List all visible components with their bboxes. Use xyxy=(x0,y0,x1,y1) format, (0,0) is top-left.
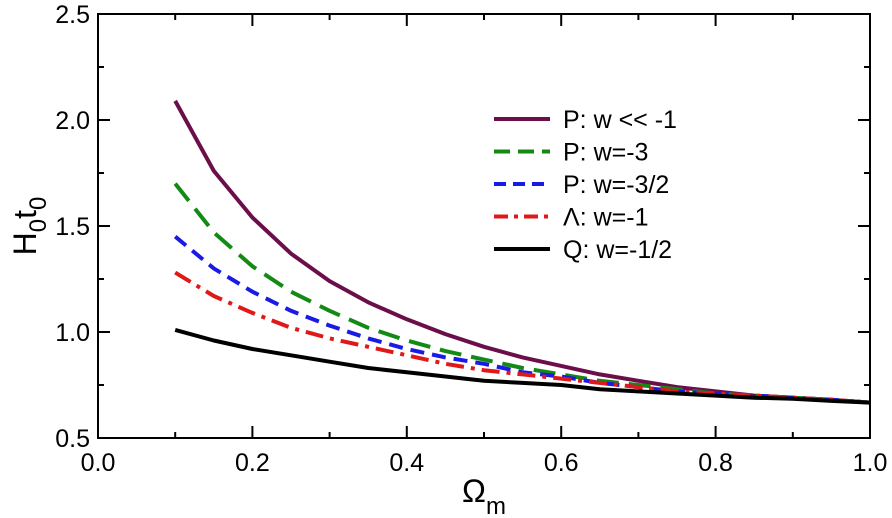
series-line-1 xyxy=(173,99,871,405)
plot-frame xyxy=(97,13,871,439)
tick-labels: 0.0 0.2 0.4 0.6 0.8 1.0 0.5 1.0 1.5 2.0 2.5 xyxy=(55,1,887,477)
series-line-5 xyxy=(174,327,871,405)
y-tick-label: 1.5 xyxy=(55,213,90,241)
y-axis-label: H0t0 xyxy=(7,197,52,256)
legend-label-1: P: w << -1 xyxy=(563,106,677,134)
x-tick-label: 1.0 xyxy=(853,449,888,477)
legend-label-4: Λ: w=-1 xyxy=(563,204,648,232)
legend-label-2: P: w=-3 xyxy=(563,139,648,167)
y-tick-label: 0.5 xyxy=(55,425,90,453)
x-tick-label: 0.6 xyxy=(544,449,579,477)
x-tick-label: 0.4 xyxy=(389,449,424,477)
series-line-2 xyxy=(173,182,871,405)
legend-label-5: Q: w=-1/2 xyxy=(563,236,672,264)
x-axis-label: Ωm xyxy=(462,473,506,518)
series-line-3 xyxy=(173,235,871,405)
y-tick-label: 1.0 xyxy=(55,319,90,347)
series-lines xyxy=(173,99,871,405)
y-tick-label: 2.5 xyxy=(55,1,90,29)
x-tick-label: 0.0 xyxy=(81,449,116,477)
axis-ticks xyxy=(97,13,871,439)
legend-label-3: P: w=-3/2 xyxy=(563,171,669,199)
legend: P: w << -1 P: w=-3 P: w=-3/2 Λ: w=-1 Q: w=-1… xyxy=(494,106,677,264)
y-tick-label: 2.0 xyxy=(55,107,90,135)
x-tick-label: 0.8 xyxy=(698,449,733,477)
series-line-4 xyxy=(174,270,871,405)
x-tick-label: 0.2 xyxy=(235,449,270,477)
